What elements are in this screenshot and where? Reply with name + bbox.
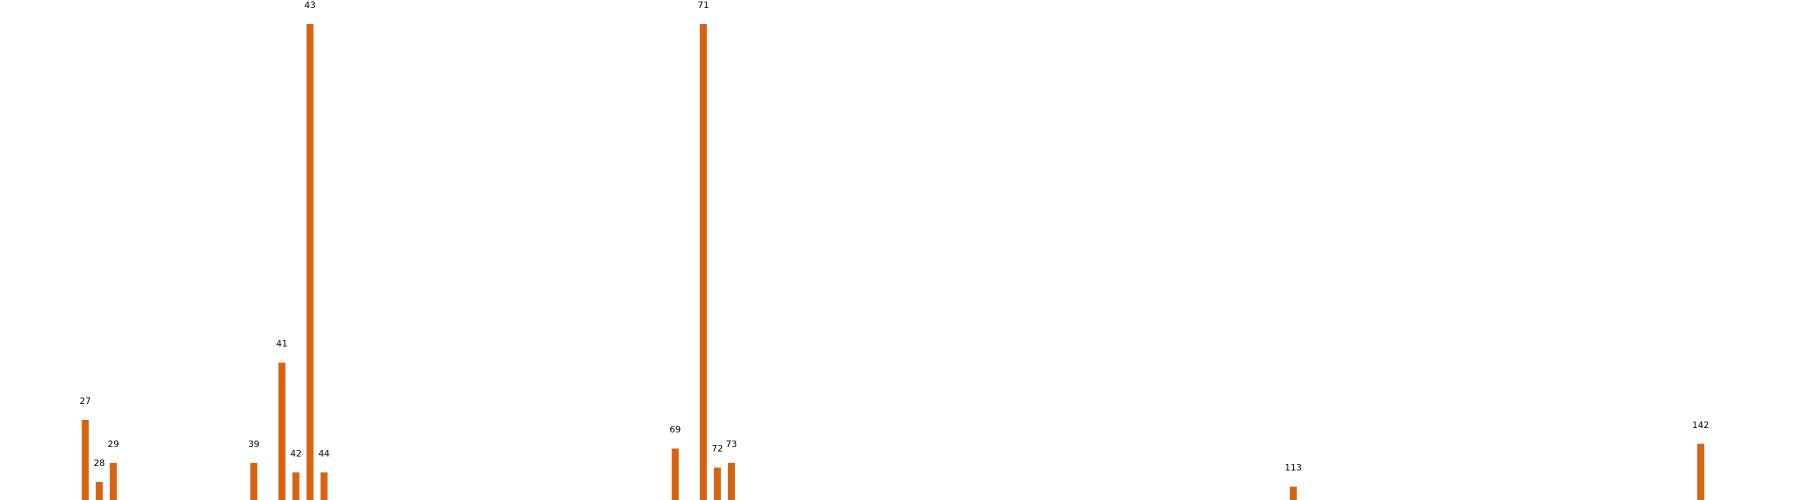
bar-label-72: 72 [712, 445, 723, 455]
bar-label-142: 142 [1692, 421, 1709, 431]
bar-27 [81, 419, 89, 500]
bar-29 [109, 462, 117, 500]
bar-72 [713, 467, 721, 500]
bar-142 [1697, 443, 1705, 500]
bar-73 [727, 462, 735, 500]
bar-41 [278, 362, 286, 500]
bar-43 [306, 24, 314, 500]
bar-69 [671, 448, 679, 500]
bar-label-44: 44 [318, 449, 330, 459]
bar-label-28: 28 [94, 459, 106, 469]
bar-label-71: 71 [698, 1, 709, 11]
bar-label-41: 41 [276, 340, 287, 350]
bar-39 [250, 462, 258, 500]
bar-42 [292, 472, 300, 500]
bar-28 [95, 481, 103, 500]
bar-label-113: 113 [1285, 464, 1302, 474]
bar-label-39: 39 [248, 440, 260, 450]
bar-label-27: 27 [80, 397, 91, 407]
bar-label-69: 69 [670, 426, 682, 436]
bars-group [81, 24, 1705, 500]
bar-label-42: 42 [290, 449, 301, 459]
bar-71 [699, 24, 707, 500]
bar-label-29: 29 [108, 440, 120, 450]
bar-label-43: 43 [304, 1, 315, 11]
bar-44 [320, 472, 328, 500]
bar-113 [1289, 486, 1297, 500]
bar-label-73: 73 [726, 440, 737, 450]
